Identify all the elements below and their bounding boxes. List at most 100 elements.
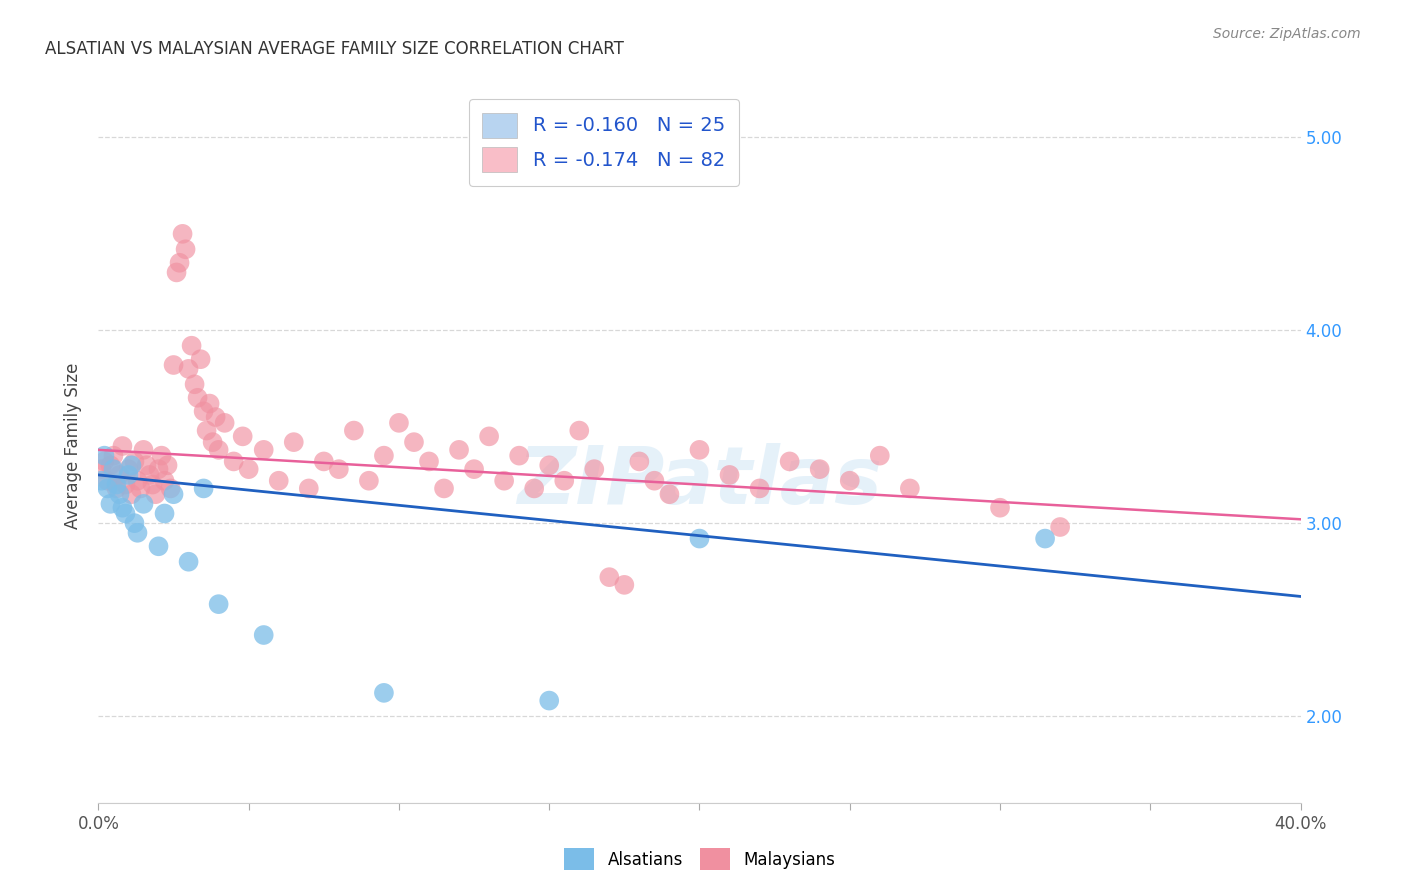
- Point: [869, 449, 891, 463]
- Point: [328, 462, 350, 476]
- Point: [177, 362, 200, 376]
- Point: [195, 424, 218, 438]
- Point: [193, 482, 215, 496]
- Point: [478, 429, 501, 443]
- Point: [103, 449, 125, 463]
- Point: [174, 242, 197, 256]
- Point: [114, 477, 136, 491]
- Point: [312, 454, 335, 468]
- Point: [90, 474, 112, 488]
- Point: [127, 474, 149, 488]
- Point: [538, 458, 561, 473]
- Point: [283, 435, 305, 450]
- Point: [343, 424, 366, 438]
- Point: [145, 487, 167, 501]
- Point: [162, 487, 184, 501]
- Point: [598, 570, 620, 584]
- Point: [138, 467, 160, 482]
- Point: [100, 497, 122, 511]
- Point: [748, 482, 770, 496]
- Point: [105, 477, 128, 491]
- Point: [373, 449, 395, 463]
- Point: [105, 482, 128, 496]
- Point: [373, 686, 395, 700]
- Y-axis label: Average Family Size: Average Family Size: [65, 363, 83, 529]
- Legend: Alsatians, Malaysians: Alsatians, Malaysians: [558, 842, 841, 877]
- Point: [208, 597, 231, 611]
- Point: [162, 358, 184, 372]
- Point: [238, 462, 260, 476]
- Point: [718, 467, 741, 482]
- Point: [418, 454, 440, 468]
- Point: [494, 474, 516, 488]
- Point: [148, 539, 170, 553]
- Point: [103, 462, 125, 476]
- Point: [253, 628, 276, 642]
- Point: [93, 454, 115, 468]
- Text: Source: ZipAtlas.com: Source: ZipAtlas.com: [1213, 27, 1361, 41]
- Point: [159, 482, 181, 496]
- Point: [172, 227, 194, 241]
- Point: [121, 487, 143, 501]
- Point: [898, 482, 921, 496]
- Point: [114, 507, 136, 521]
- Point: [508, 449, 530, 463]
- Point: [193, 404, 215, 418]
- Point: [153, 507, 176, 521]
- Point: [96, 474, 118, 488]
- Point: [169, 256, 191, 270]
- Point: [689, 442, 711, 457]
- Point: [583, 462, 606, 476]
- Point: [177, 555, 200, 569]
- Point: [643, 474, 665, 488]
- Point: [1049, 520, 1071, 534]
- Point: [90, 462, 112, 476]
- Point: [141, 477, 163, 491]
- Point: [388, 416, 411, 430]
- Point: [253, 442, 276, 457]
- Point: [201, 435, 224, 450]
- Point: [132, 497, 155, 511]
- Point: [124, 516, 146, 530]
- Point: [135, 458, 157, 473]
- Point: [267, 474, 290, 488]
- Point: [463, 462, 485, 476]
- Point: [447, 442, 470, 457]
- Point: [538, 693, 561, 707]
- Point: [132, 442, 155, 457]
- Point: [553, 474, 575, 488]
- Point: [357, 474, 380, 488]
- Point: [124, 454, 146, 468]
- Point: [988, 500, 1011, 515]
- Point: [187, 391, 209, 405]
- Point: [298, 482, 321, 496]
- Point: [93, 449, 115, 463]
- Point: [658, 487, 681, 501]
- Point: [779, 454, 801, 468]
- Point: [148, 462, 170, 476]
- Point: [108, 487, 131, 501]
- Point: [150, 449, 173, 463]
- Point: [689, 532, 711, 546]
- Point: [613, 578, 636, 592]
- Point: [121, 458, 143, 473]
- Point: [568, 424, 591, 438]
- Point: [180, 339, 202, 353]
- Point: [838, 474, 860, 488]
- Point: [117, 467, 139, 482]
- Point: [166, 265, 188, 279]
- Point: [111, 439, 134, 453]
- Point: [100, 458, 122, 473]
- Point: [117, 462, 139, 476]
- Point: [523, 482, 546, 496]
- Point: [156, 458, 179, 473]
- Point: [111, 500, 134, 515]
- Point: [190, 352, 212, 367]
- Point: [628, 454, 651, 468]
- Point: [127, 525, 149, 540]
- Point: [222, 454, 245, 468]
- Text: ALSATIAN VS MALAYSIAN AVERAGE FAMILY SIZE CORRELATION CHART: ALSATIAN VS MALAYSIAN AVERAGE FAMILY SIZ…: [45, 40, 624, 58]
- Point: [108, 467, 131, 482]
- Point: [402, 435, 425, 450]
- Point: [129, 482, 152, 496]
